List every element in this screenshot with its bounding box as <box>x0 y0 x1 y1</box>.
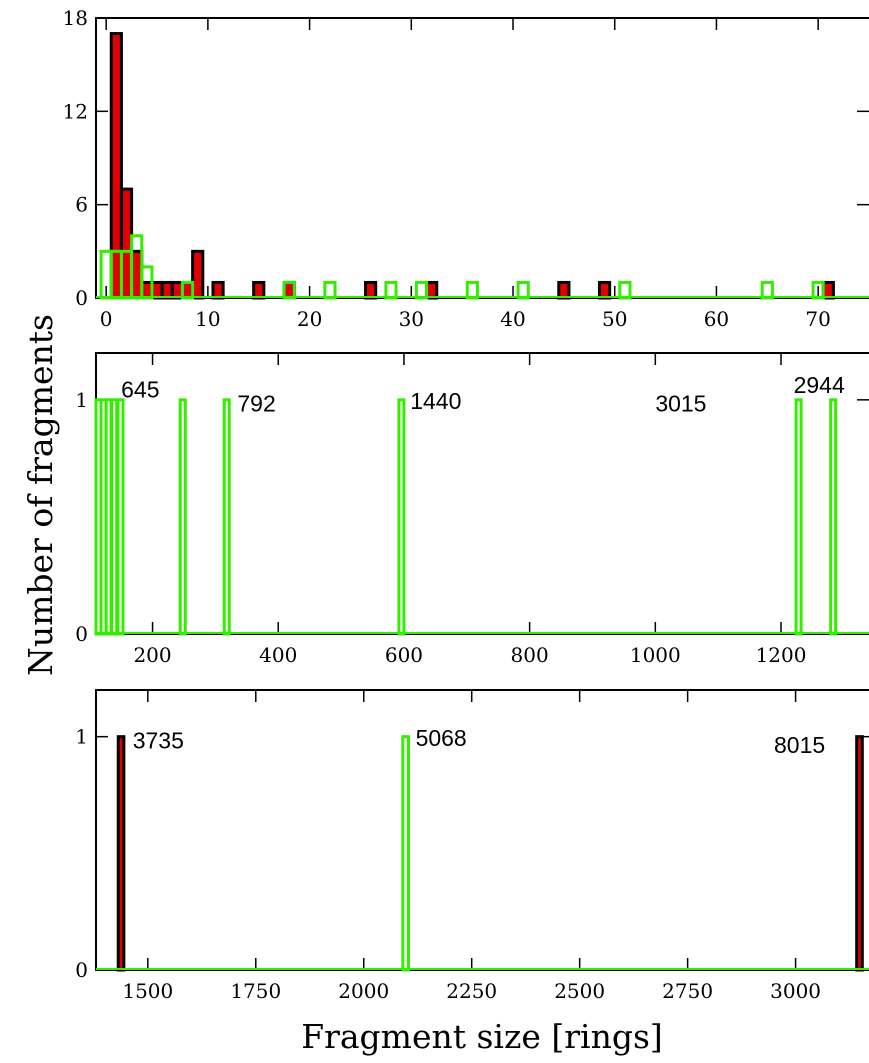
x-tick-label: 10 <box>195 307 220 331</box>
y-tick-label: 0 <box>75 286 88 310</box>
histogram-bar-filled <box>150 280 164 300</box>
panel-top: 0 10 20 30 40 50 60 70 0 6 12 18 <box>63 6 869 331</box>
x-tick-label: 400 <box>259 643 297 667</box>
histogram-bar-filled <box>597 280 612 300</box>
histogram-bar-filled <box>252 280 266 300</box>
bar-annotation-label: 5068 <box>416 725 467 751</box>
x-tick-label: 200 <box>133 643 171 667</box>
histogram-bar-outline <box>323 280 337 300</box>
histogram-bar-outline <box>401 735 410 972</box>
y-tick-label: 1 <box>75 725 88 749</box>
histogram-bar-outline <box>222 398 231 636</box>
histogram-bar-filled <box>425 280 439 300</box>
panel-bottom: 1500 1750 2000 2250 2500 2750 3000 0 1 3735 5068 80… <box>75 689 869 1003</box>
x-tick-label: 2250 <box>446 979 497 1003</box>
y-tick-label: 0 <box>75 958 88 982</box>
histogram-bar-filled <box>130 249 144 300</box>
histogram-bar-outline <box>465 280 479 300</box>
histogram-bar-filled <box>140 280 154 300</box>
x-tick-label: 3000 <box>770 979 821 1003</box>
histogram-bar-outline <box>829 398 838 636</box>
x-tick-label: 2750 <box>662 979 713 1003</box>
histogram-bar-filled <box>180 280 195 300</box>
histogram-bar-outline <box>178 398 187 636</box>
histogram-bar-outline <box>760 280 774 300</box>
y-tick-label: 18 <box>63 6 88 30</box>
histogram-bar-outline <box>110 398 119 636</box>
x-tick-label: 20 <box>297 307 322 331</box>
histogram-bar-outline <box>618 280 632 300</box>
x-tick-label: 70 <box>805 307 830 331</box>
y-axis-title: Number of fragments <box>21 314 60 676</box>
histogram-bar-filled <box>109 32 123 300</box>
x-axis-title: Fragment size [rings] <box>301 1017 663 1056</box>
histogram-bar-outline <box>516 280 530 300</box>
x-tick-label: 60 <box>704 307 729 331</box>
x-tick-label: 600 <box>385 643 423 667</box>
bar-annotation-label: 3015 <box>655 391 706 417</box>
y-tick-label: 12 <box>63 99 88 123</box>
histogram-bar-filled <box>160 280 174 300</box>
histogram-bar-outline <box>794 398 803 636</box>
x-tick-label: 1000 <box>630 643 681 667</box>
histogram-bar-filled <box>364 280 378 300</box>
x-tick-label: 1750 <box>230 979 281 1003</box>
y-tick-label: 1 <box>75 388 88 412</box>
x-tick-label: 50 <box>602 307 627 331</box>
histogram-bar-outline <box>116 398 125 636</box>
histogram-bar-filled <box>557 280 571 300</box>
histogram-bar-filled <box>855 735 864 972</box>
histogram-bar-filled <box>170 280 184 300</box>
plot-frame <box>95 17 869 299</box>
bar-annotation-label: 1440 <box>410 388 461 414</box>
histogram-bar-filled <box>821 280 835 300</box>
x-tick-label: 40 <box>500 307 525 331</box>
panel-middle: 200 400 600 800 1000 1200 0 1 645 792 1440 3015 2944 <box>75 352 869 667</box>
histogram-bar-outline <box>414 280 429 300</box>
plot-frame <box>95 689 869 971</box>
y-tick-label: 0 <box>75 622 88 646</box>
histogram-bar-outline <box>384 280 398 300</box>
histogram-bar-filled <box>119 187 134 300</box>
bar-annotation-label: 792 <box>237 391 275 417</box>
bar-annotation-label: 2944 <box>794 372 845 398</box>
histogram-bar-filled <box>191 249 205 300</box>
x-tick-label: 1200 <box>756 643 807 667</box>
histogram-bar-filled <box>116 735 126 972</box>
bar-annotation-label: 3735 <box>133 727 184 753</box>
x-tick-label: 0 <box>100 307 113 331</box>
histogram-bar-filled <box>211 280 225 300</box>
bar-annotation-label: 645 <box>121 376 159 402</box>
x-tick-label: 1500 <box>122 979 173 1003</box>
x-tick-label: 2500 <box>554 979 605 1003</box>
y-tick-label: 6 <box>75 193 88 217</box>
x-tick-label: 800 <box>511 643 549 667</box>
histogram-bar-outline <box>397 398 406 636</box>
x-tick-label: 30 <box>399 307 424 331</box>
bar-annotation-label: 8015 <box>774 732 825 758</box>
plot-frame <box>95 352 869 635</box>
histogram-bar-filled <box>282 280 296 300</box>
x-tick-label: 2000 <box>338 979 389 1003</box>
